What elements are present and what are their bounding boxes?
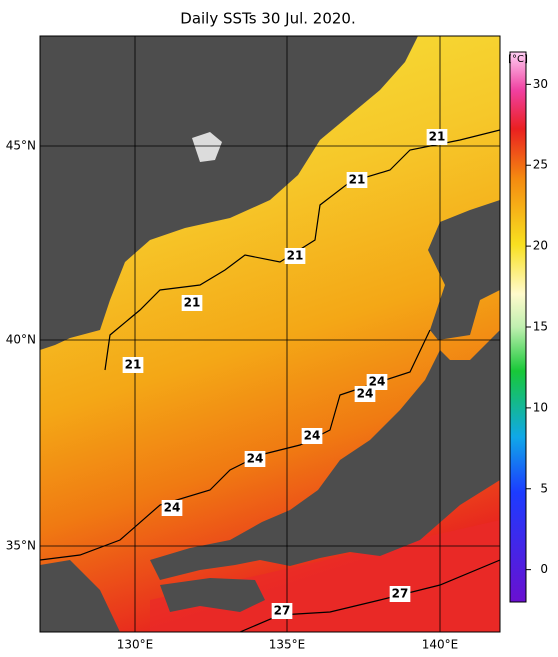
contour-label: 21 [429,130,446,144]
contour-label: 24 [369,375,386,389]
lon-label: 130°E [117,638,154,652]
contour-label: 21 [125,358,142,372]
lat-label: 40°N [6,333,36,347]
contour-label-box [284,248,306,264]
contour-label: 27 [392,587,409,601]
graticule [40,36,500,632]
contour-label: 24 [247,452,264,466]
contour-label: 21 [287,249,304,263]
map-frame [39,35,501,633]
contour-label-box [161,500,183,516]
land-continent [40,36,418,350]
colorbar-unit: [°C] [508,54,528,65]
colorbar-tick-label: 25 [533,158,548,172]
contour-label-box [122,357,144,373]
lat-label: 35°N [6,539,36,553]
title: Daily SSTs 30 Jul. 2020. [180,10,355,28]
land-hokkaido [428,200,500,340]
map-area [40,36,500,632]
colorbar-tick-label: 30 [533,77,548,91]
contour-label-box [181,295,203,311]
contour-label: 21 [184,296,201,310]
contour-label: 27 [274,604,291,618]
lon-label: 140°E [422,638,459,652]
contour-label-box [426,129,448,145]
land-kyushu-shikoku [160,578,265,612]
contour-label-box [354,386,376,402]
contour-label: 24 [357,387,374,401]
land-korea-south [40,560,120,632]
contour-label: 21 [349,173,366,187]
contour-label-box [271,603,293,619]
lon-label: 135°E [269,638,306,652]
contour-label-box [346,172,368,188]
island [192,132,222,162]
contour-label-box [389,586,411,602]
contour-label-box [244,451,266,467]
colorbar-tick-label: 15 [533,320,548,334]
land-honshu [150,330,500,580]
contour-label: 24 [304,429,321,443]
colorbar-tick-label: 5 [540,481,548,495]
colorbar [509,51,527,603]
colorbar-tick-label: 20 [533,239,548,253]
colorbar-tick-label: 10 [533,400,548,414]
contour-21 [104,129,500,371]
lat-label: 45°N [6,139,36,153]
contour-label: 24 [164,501,181,515]
colorbar-tick-label: 0 [540,562,548,576]
contour-label-box [301,428,323,444]
